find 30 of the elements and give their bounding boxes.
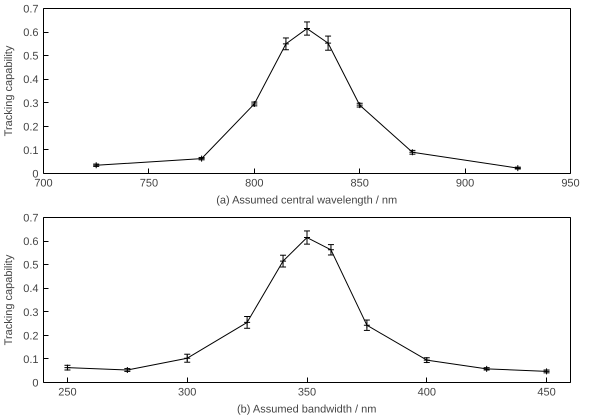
x-tick-label: 300: [178, 386, 196, 398]
y-tick-label: 0.7: [23, 212, 39, 224]
y-tick-label: 0.2: [23, 330, 39, 342]
x-axis-title: (a) Assumed central wavelength / nm: [216, 194, 398, 206]
y-tick-label: 0.5: [23, 50, 39, 63]
x-tick-label: 750: [140, 178, 158, 190]
y-tick-label: 0: [32, 378, 39, 390]
x-tick-label: 250: [58, 386, 77, 398]
x-tick-label: 350: [298, 386, 316, 398]
y-axis-title: Tracking capability: [3, 254, 16, 346]
y-tick-label: 0.5: [23, 260, 39, 272]
y-tick-label: 0.2: [23, 121, 39, 134]
y-axis-title: Tracking capability: [3, 45, 16, 136]
x-tick-label: 900: [456, 178, 474, 190]
x-tick-label: 800: [245, 178, 264, 190]
y-tick-label: 0.7: [23, 4, 39, 16]
y-tick-label: 0.3: [23, 306, 39, 319]
y-tick-label: 0.6: [23, 236, 39, 248]
x-axis-title: (b) Assumed bandwidth / nm: [236, 404, 376, 416]
x-tick-label: 850: [350, 178, 369, 190]
x-tick-label: 400: [418, 386, 436, 398]
y-tick-label: 0.6: [23, 27, 39, 40]
y-tick-label: 0.3: [23, 98, 39, 110]
y-tick-label: 0.1: [23, 144, 39, 157]
x-tick-label: 450: [537, 386, 556, 398]
x-tick-label: 700: [34, 178, 53, 190]
y-tick-label: 0.4: [23, 74, 39, 86]
y-tick-label: 0.1: [23, 354, 39, 366]
y-tick-label: 0.4: [23, 283, 39, 296]
x-tick-label: 950: [561, 178, 580, 190]
